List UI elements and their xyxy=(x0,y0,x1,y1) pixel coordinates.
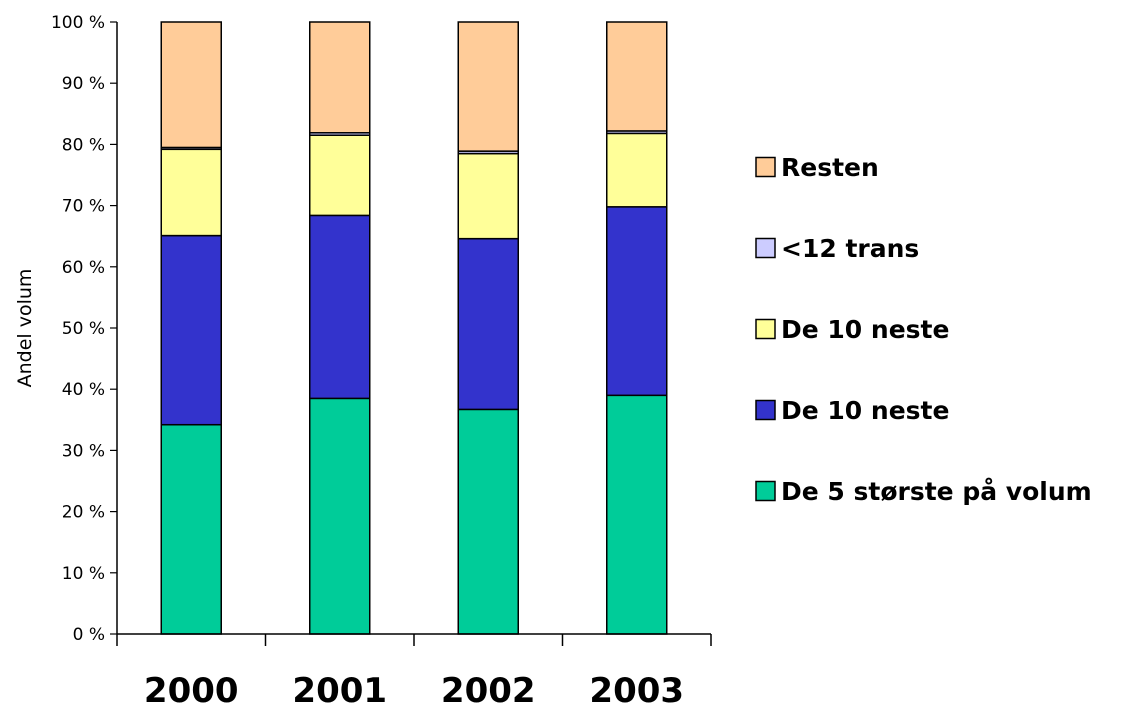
legend-item: De 5 største på volum xyxy=(755,477,1092,506)
bar-segment-2001-series-2 xyxy=(309,134,371,217)
bar-segment-2002-series-2 xyxy=(457,152,519,240)
bar-segment-2002-series-4 xyxy=(457,21,519,152)
legend-item: De 10 neste xyxy=(755,396,949,425)
x-category-label: 2000 xyxy=(144,671,239,706)
y-tick-label: 10 % xyxy=(62,564,105,584)
y-tick-label: 100 % xyxy=(51,13,105,33)
legend-label: De 10 neste xyxy=(781,396,949,425)
y-tick-label: 40 % xyxy=(62,380,105,400)
bar-segment-2002-series-1 xyxy=(457,237,519,411)
y-tick-label: 20 % xyxy=(62,503,105,523)
y-tick-label: 30 % xyxy=(62,441,105,461)
x-category-label: 2003 xyxy=(589,671,684,706)
legend-label: De 10 neste xyxy=(781,315,949,344)
y-tick-label: 0 % xyxy=(73,625,105,645)
bar-segment-2000-series-0 xyxy=(160,423,222,635)
legend-label: <12 trans xyxy=(781,234,919,263)
bar-segment-2002-series-0 xyxy=(457,408,519,635)
bar-segment-2000-series-2 xyxy=(160,148,222,237)
y-axis-title: Andel volum xyxy=(14,269,36,388)
legend-swatch xyxy=(755,480,776,502)
bar-segment-2001-series-0 xyxy=(309,397,371,635)
legend-label: Resten xyxy=(781,153,879,182)
y-tick-label: 80 % xyxy=(62,135,105,155)
bar-segment-2000-series-1 xyxy=(160,234,222,426)
legend-item: <12 trans xyxy=(755,234,919,263)
legend-item: Resten xyxy=(755,153,879,182)
y-tick-label: 70 % xyxy=(62,197,105,217)
bar-segment-2003-series-4 xyxy=(606,21,668,132)
x-category-label: 2001 xyxy=(292,671,387,706)
bar-segment-2000-series-4 xyxy=(160,21,222,149)
bar-segment-2003-series-2 xyxy=(606,132,668,208)
legend-label: De 5 største på volum xyxy=(781,477,1092,506)
x-category-label: 2002 xyxy=(441,671,536,706)
legend-swatch xyxy=(755,318,776,340)
bar-segment-2001-series-1 xyxy=(309,214,371,400)
bar-segment-2003-series-0 xyxy=(606,394,668,635)
bar-segment-2001-series-4 xyxy=(309,21,371,134)
bar-segment-2003-series-1 xyxy=(606,206,668,397)
legend-swatch xyxy=(755,399,776,421)
legend-swatch xyxy=(755,237,776,259)
y-tick-label: 90 % xyxy=(62,74,105,94)
y-tick-label: 60 % xyxy=(62,258,105,278)
legend-item: De 10 neste xyxy=(755,315,949,344)
y-tick-label: 50 % xyxy=(62,319,105,339)
legend-swatch xyxy=(755,156,776,178)
